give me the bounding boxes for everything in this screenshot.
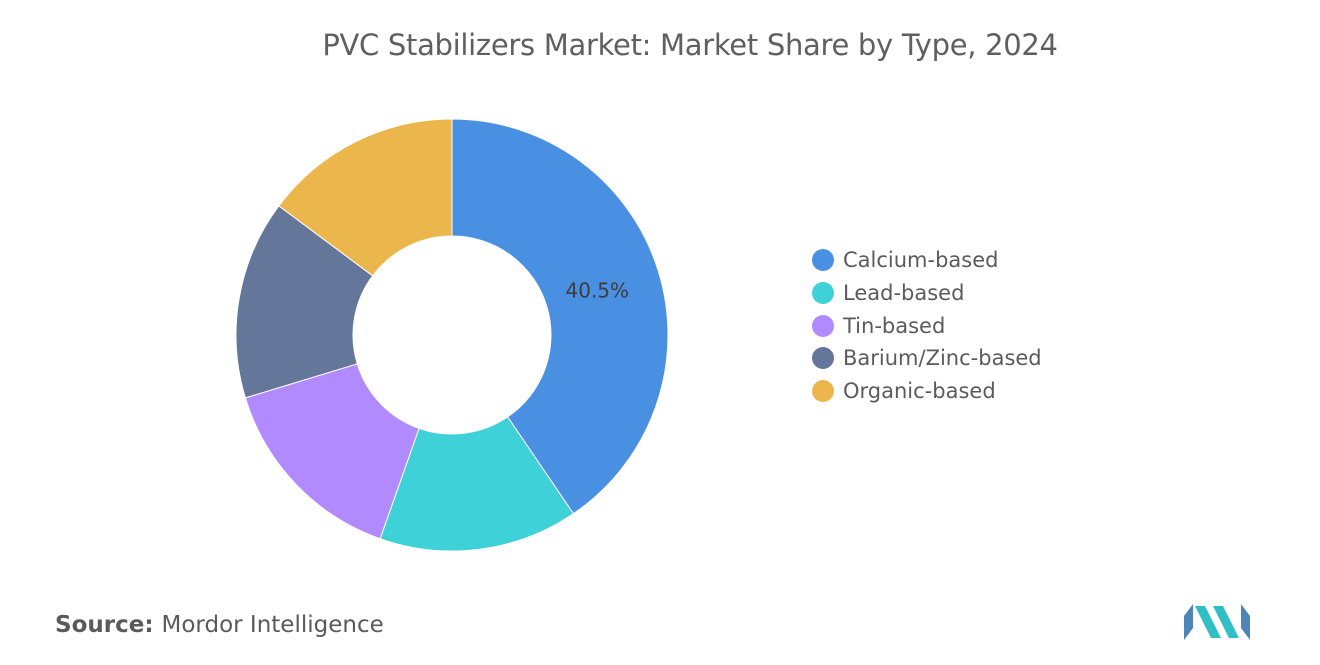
legend-item-organic-based: Organic-based: [812, 375, 1042, 408]
logo-bar-left: [1184, 604, 1193, 640]
donut-chart: 40.5%: [235, 118, 669, 552]
chart-legend: Calcium-based Lead-based Tin-based Barium/Z…: [812, 244, 1042, 407]
chart-title: PVC Stabilizers Market: Market Share by …: [322, 28, 1058, 62]
legend-item-tin-based: Tin-based: [812, 309, 1042, 342]
source-text: Mordor Intelligence: [161, 612, 384, 638]
legend-label: Barium/Zinc-based: [843, 346, 1042, 371]
mordor-intelligence-logo-icon: [1184, 604, 1250, 640]
logo-bar-diagonal-left: [1195, 606, 1221, 638]
slice-barium-zinc-based: [235, 205, 374, 399]
source-note: Source: Mordor Intelligence: [55, 612, 384, 638]
legend-swatch: [812, 249, 834, 272]
legend-label: Tin-based: [843, 313, 946, 338]
legend-swatch: [812, 347, 834, 370]
legend-item-lead-based: Lead-based: [812, 277, 1042, 310]
legend-label: Organic-based: [843, 379, 996, 404]
logo-bar-diagonal-right: [1213, 606, 1239, 638]
legend-swatch: [812, 282, 834, 305]
slice-lead-based: [379, 416, 575, 552]
data-label-calcium-based: 40.5%: [566, 278, 630, 302]
source-label: Source:: [55, 612, 154, 638]
legend-item-calcium-based: Calcium-based: [812, 244, 1042, 277]
legend-item-barium-zinc-based: Barium/Zinc-based: [812, 342, 1042, 375]
legend-label: Lead-based: [843, 281, 965, 306]
slice-tin-based: [244, 363, 420, 540]
slice-organic-based: [278, 118, 453, 277]
legend-swatch: [812, 380, 834, 403]
legend-swatch: [812, 314, 834, 337]
logo-bar-right: [1241, 604, 1250, 640]
slice-calcium-based: [451, 118, 669, 515]
legend-label: Calcium-based: [843, 248, 999, 273]
